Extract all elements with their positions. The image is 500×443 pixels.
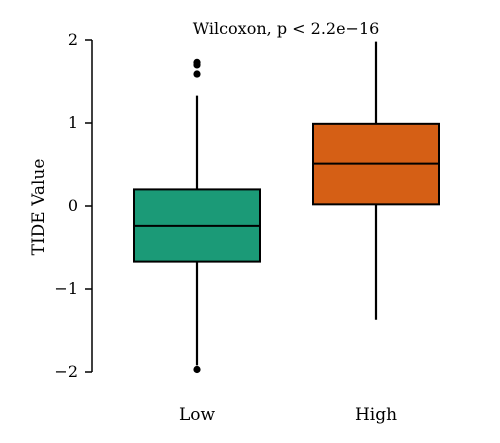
x-axis-labels: Low High	[179, 405, 397, 425]
y-tick-label: 2	[68, 30, 78, 49]
box-low	[133, 58, 261, 374]
y-tick-label: 1	[68, 113, 78, 132]
outlier-point	[193, 70, 201, 78]
box-high	[312, 41, 440, 320]
y-tick-label: −1	[54, 279, 78, 298]
y-tick-label: 0	[68, 196, 78, 215]
y-axis-label: TIDE Value	[29, 159, 49, 256]
outlier-point	[193, 61, 201, 69]
chart-title: Wilcoxon, p < 2.2e−16	[193, 19, 380, 38]
outlier-point	[193, 365, 201, 374]
y-tick-label: −2	[54, 362, 78, 381]
box-plot-series	[133, 41, 440, 374]
x-tick-label: High	[355, 405, 397, 425]
x-tick-label: Low	[179, 405, 216, 425]
y-axis-ticks: −2 −1 0 1 2	[54, 30, 92, 381]
